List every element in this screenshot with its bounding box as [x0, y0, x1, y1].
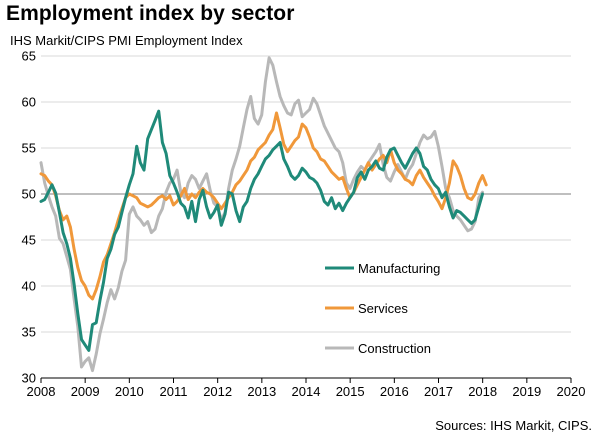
x-tick-label: 2016	[380, 384, 409, 399]
y-tick-label: 35	[22, 325, 36, 340]
y-tick-label: 50	[22, 187, 36, 202]
x-tick-label: 2017	[424, 384, 453, 399]
x-tick-label: 2008	[27, 384, 56, 399]
y-axis-ticks: 30 35 40 45 50 55 60 65	[22, 49, 36, 386]
source-note: Sources: IHS Markit, CIPS.	[435, 418, 592, 433]
y-tick-label: 55	[22, 141, 36, 156]
x-tick-label: 2019	[512, 384, 541, 399]
y-tick-label: 65	[22, 49, 36, 64]
y-tick-label: 40	[22, 279, 36, 294]
y-tick-label: 30	[22, 371, 36, 386]
y-tick-label: 45	[22, 233, 36, 248]
chart-title: Employment index by sector	[6, 2, 295, 25]
x-tick-label: 2009	[71, 384, 100, 399]
series-line-manufacturing	[39, 109, 484, 352]
chart-subtitle: IHS Markit/CIPS PMI Employment Index	[10, 33, 243, 48]
x-axis: 2008 2009 2010 2011 2012 2013 2014 2015 2016 2017…	[27, 377, 586, 399]
x-tick-label: 2018	[468, 384, 497, 399]
legend-label-manufacturing: Manufacturing	[358, 261, 440, 276]
legend-label-services: Services	[358, 301, 408, 316]
x-tick-label: 2013	[247, 384, 276, 399]
x-tick-label: 2011	[160, 384, 188, 399]
x-tick-label: 2014	[292, 384, 321, 399]
series-line-construction	[39, 56, 484, 373]
y-tick-label: 60	[22, 95, 36, 110]
legend-label-construction: Construction	[358, 341, 431, 356]
series-lines	[39, 56, 488, 373]
x-tick-label: 2010	[115, 384, 144, 399]
x-tick-label: 2015	[336, 384, 365, 399]
legend: Manufacturing Services Construction	[325, 261, 440, 356]
x-tick-label: 2012	[203, 384, 232, 399]
x-tick-label: 2020	[557, 384, 586, 399]
